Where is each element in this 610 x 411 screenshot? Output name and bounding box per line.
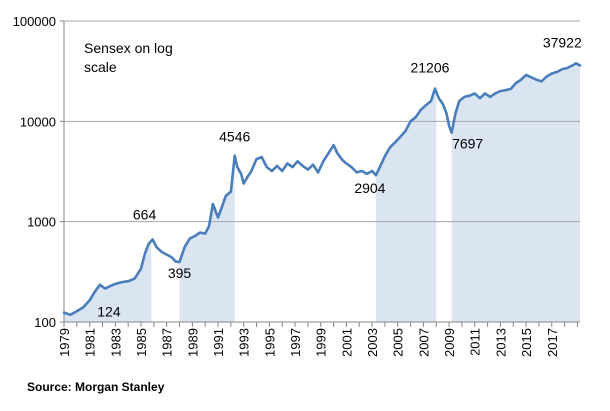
x-tick-label: 2017	[545, 328, 560, 357]
shaded-period-2	[179, 155, 235, 322]
data-label-395: 395	[168, 265, 192, 281]
y-tick-label: 100	[34, 315, 56, 330]
x-tick-label: 2001	[339, 328, 354, 357]
data-labels: 124 664 395 4546 2904 21206 7697 37922	[97, 34, 582, 319]
y-tick-label: 1000	[27, 215, 56, 230]
x-tick-label: 1987	[160, 328, 175, 357]
x-tick-label: 2005	[391, 328, 406, 357]
axes: 100 1000 10000 100000 1979 1981 1983 1985 1987 19…	[13, 14, 580, 357]
x-tick-label: 2003	[365, 328, 380, 357]
shaded-period-1	[64, 241, 152, 322]
x-tick-label: 2015	[519, 328, 534, 357]
x-tick-label: 1985	[134, 328, 149, 357]
shaded-periods	[64, 63, 580, 323]
shaded-period-4	[451, 63, 580, 323]
data-label-2904: 2904	[354, 180, 385, 196]
data-label-124: 124	[97, 304, 121, 320]
y-tick-label: 100000	[13, 14, 56, 29]
x-tick-label: 2011	[468, 328, 483, 356]
x-tick-label: 1993	[237, 328, 252, 357]
data-label-4546: 4546	[219, 129, 250, 145]
chart-annotation-line: scale	[84, 59, 117, 75]
chart-annotation-line: Sensex on log	[84, 40, 173, 56]
x-tick-label: 1997	[288, 328, 303, 357]
x-tick-label: 1999	[314, 328, 329, 357]
chart-annotation: Sensex on log scale	[84, 40, 173, 75]
data-label-7697: 7697	[452, 136, 483, 152]
x-tick-label: 1981	[83, 328, 98, 357]
x-tick-label: 1989	[185, 328, 200, 357]
series-line-layer	[62, 61, 582, 317]
x-tick-label: 2007	[416, 328, 431, 357]
data-label-21206: 21206	[410, 60, 449, 76]
x-tick-label: 1983	[108, 328, 123, 357]
data-label-664: 664	[133, 207, 157, 223]
x-tick-label: 1991	[211, 328, 226, 357]
x-tick-label: 1979	[57, 328, 72, 357]
y-tick-label: 10000	[20, 114, 56, 129]
data-label-37922: 37922	[543, 34, 582, 50]
source-note: Source: Morgan Stanley	[27, 380, 165, 394]
gridlines	[64, 20, 580, 223]
x-tick-label: 1995	[262, 328, 277, 357]
x-tick-label: 2009	[442, 328, 457, 357]
shaded-period-3	[375, 88, 437, 322]
x-tick-label: 2013	[493, 328, 508, 357]
sensex-series-line	[62, 61, 582, 317]
